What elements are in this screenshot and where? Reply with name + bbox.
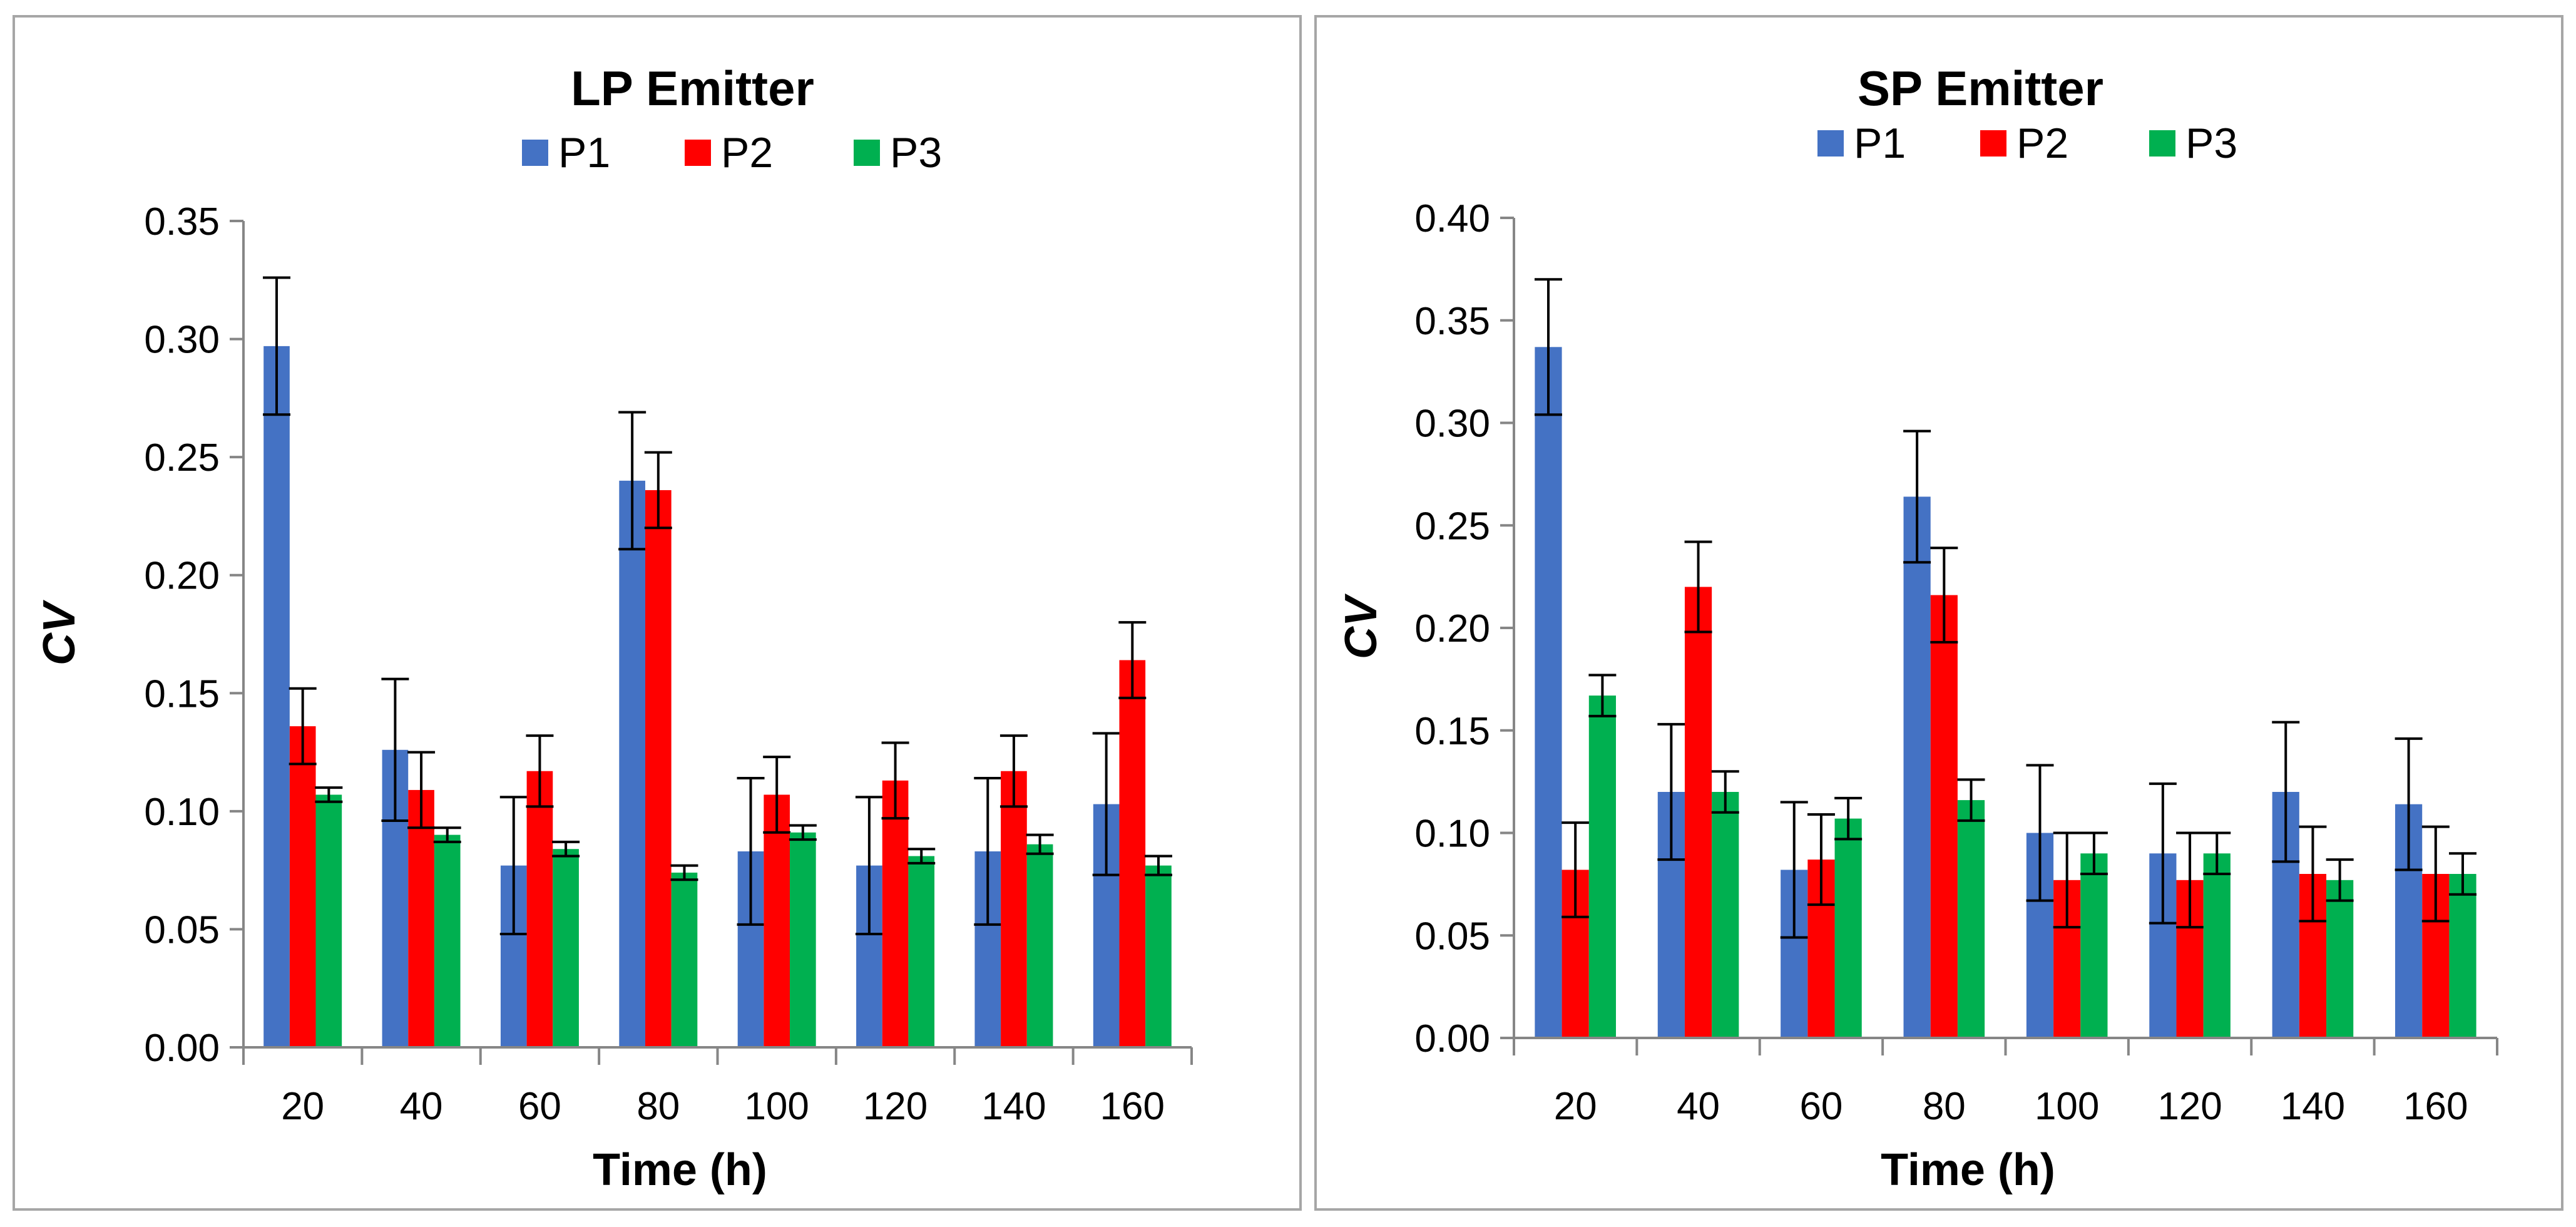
bar-p3-160 bbox=[2449, 874, 2476, 1038]
y-axis-title: CV bbox=[34, 599, 84, 665]
legend-label-p3: P3 bbox=[2185, 120, 2237, 167]
y-tick-label: 0.00 bbox=[1414, 1017, 1490, 1060]
legend-label-p3: P3 bbox=[890, 129, 942, 177]
lp-emitter-chart-panel: LP Emitter P1 P2 P3 CV 0.00 0.05 0.10 0.15 0.20 0.… bbox=[13, 15, 1302, 1211]
y-tick-label: 0.30 bbox=[1414, 403, 1490, 446]
bar-p1-80 bbox=[1903, 496, 1931, 1038]
legend-swatch-p3 bbox=[854, 140, 880, 166]
legend-label-p2: P2 bbox=[2016, 120, 2068, 167]
bar-p2-140 bbox=[1001, 771, 1027, 1047]
x-tick-label: 60 bbox=[518, 1085, 561, 1128]
bar-p3-80 bbox=[671, 872, 698, 1047]
y-tick-label: 0.10 bbox=[1414, 813, 1490, 856]
legend-label-p1: P1 bbox=[558, 129, 610, 177]
bar-p3-80 bbox=[1957, 800, 1985, 1038]
x-tick-label: 120 bbox=[2157, 1085, 2222, 1128]
y-tick-label: 0.05 bbox=[144, 908, 220, 952]
x-tick-label: 100 bbox=[744, 1085, 809, 1128]
x-tick-label: 40 bbox=[1677, 1085, 1720, 1128]
sp-emitter-chart-panel: SP Emitter P1 P2 P3 CV 0.00 0.05 0.10 0.15 0.20 0.… bbox=[1314, 15, 2563, 1211]
legend-label-p1: P1 bbox=[1854, 120, 1906, 167]
y-tick-label: 0.35 bbox=[144, 200, 220, 244]
bar-p1-80 bbox=[619, 480, 645, 1047]
bar-p3-140 bbox=[1026, 844, 1053, 1047]
chart-title: LP Emitter bbox=[571, 61, 814, 116]
bar-p3-60 bbox=[1834, 818, 1862, 1038]
bar-p2-20 bbox=[289, 726, 316, 1047]
legend-swatch-p1 bbox=[522, 140, 548, 166]
bar-p3-40 bbox=[1712, 792, 1739, 1038]
x-tick-label: 100 bbox=[2035, 1085, 2099, 1128]
y-tick-label: 0.05 bbox=[1414, 915, 1490, 958]
bar-p3-100 bbox=[2080, 853, 2108, 1038]
bar-p2-80 bbox=[1930, 595, 1958, 1038]
y-axis-title: CV bbox=[1336, 593, 1386, 659]
bar-p2-60 bbox=[526, 771, 553, 1047]
x-tick-label: 140 bbox=[981, 1085, 1046, 1128]
legend-label-p2: P2 bbox=[721, 129, 773, 177]
x-tick-label: 80 bbox=[636, 1085, 680, 1128]
y-tick-label: 0.25 bbox=[144, 436, 220, 480]
bar-p3-100 bbox=[790, 832, 816, 1047]
bar-p3-20 bbox=[1588, 696, 1616, 1038]
y-tick-label: 0.10 bbox=[144, 791, 220, 834]
x-tick-label: 60 bbox=[1799, 1085, 1843, 1128]
y-tick-label: 0.20 bbox=[144, 555, 220, 598]
bar-p2-80 bbox=[645, 490, 672, 1047]
legend-swatch-p3 bbox=[2149, 130, 2175, 157]
legend-swatch-p2 bbox=[1980, 130, 2006, 157]
x-tick-label: 20 bbox=[1554, 1085, 1597, 1128]
lp-emitter-chart: LP Emitter P1 P2 P3 CV 0.00 0.05 0.10 0.15 0.20 0.… bbox=[34, 61, 1193, 1195]
bar-p2-40 bbox=[408, 789, 434, 1047]
x-tick-label: 160 bbox=[1100, 1085, 1165, 1128]
y-tick-label: 0.20 bbox=[1414, 607, 1490, 650]
x-tick-label: 160 bbox=[2403, 1085, 2468, 1128]
x-tick-label: 140 bbox=[2281, 1085, 2345, 1128]
bar-p2-100 bbox=[764, 794, 790, 1047]
x-axis-title: Time (h) bbox=[1881, 1145, 2055, 1195]
legend-swatch-p2 bbox=[685, 140, 711, 166]
bar-p1-20 bbox=[263, 346, 290, 1047]
y-tick-label: 0.15 bbox=[144, 672, 220, 716]
y-tick-label: 0.15 bbox=[1414, 710, 1490, 753]
y-tick-label: 0.35 bbox=[1414, 300, 1490, 343]
x-tick-label: 20 bbox=[281, 1085, 324, 1128]
y-tick-label: 0.00 bbox=[144, 1027, 220, 1070]
y-tick-label: 0.40 bbox=[1414, 197, 1490, 240]
x-tick-label: 40 bbox=[400, 1085, 443, 1128]
bar-p3-120 bbox=[2203, 853, 2231, 1038]
bar-p3-120 bbox=[908, 856, 935, 1047]
x-tick-label: 80 bbox=[1923, 1085, 1966, 1128]
legend-swatch-p1 bbox=[1817, 130, 1844, 157]
bar-p3-40 bbox=[434, 834, 461, 1047]
y-tick-label: 0.30 bbox=[144, 319, 220, 362]
bar-p2-40 bbox=[1684, 587, 1712, 1038]
y-tick-label: 0.25 bbox=[1414, 505, 1490, 548]
x-axis-title: Time (h) bbox=[593, 1145, 767, 1195]
bar-p3-160 bbox=[1145, 865, 1172, 1047]
bar-p2-120 bbox=[882, 780, 909, 1047]
chart-title: SP Emitter bbox=[1858, 61, 2103, 116]
x-tick-label: 120 bbox=[863, 1085, 928, 1128]
bar-p2-160 bbox=[1119, 660, 1146, 1047]
bar-p3-140 bbox=[2326, 880, 2354, 1038]
bar-p3-60 bbox=[553, 849, 579, 1047]
bar-p1-20 bbox=[1535, 347, 1562, 1039]
bar-p3-20 bbox=[315, 794, 342, 1047]
